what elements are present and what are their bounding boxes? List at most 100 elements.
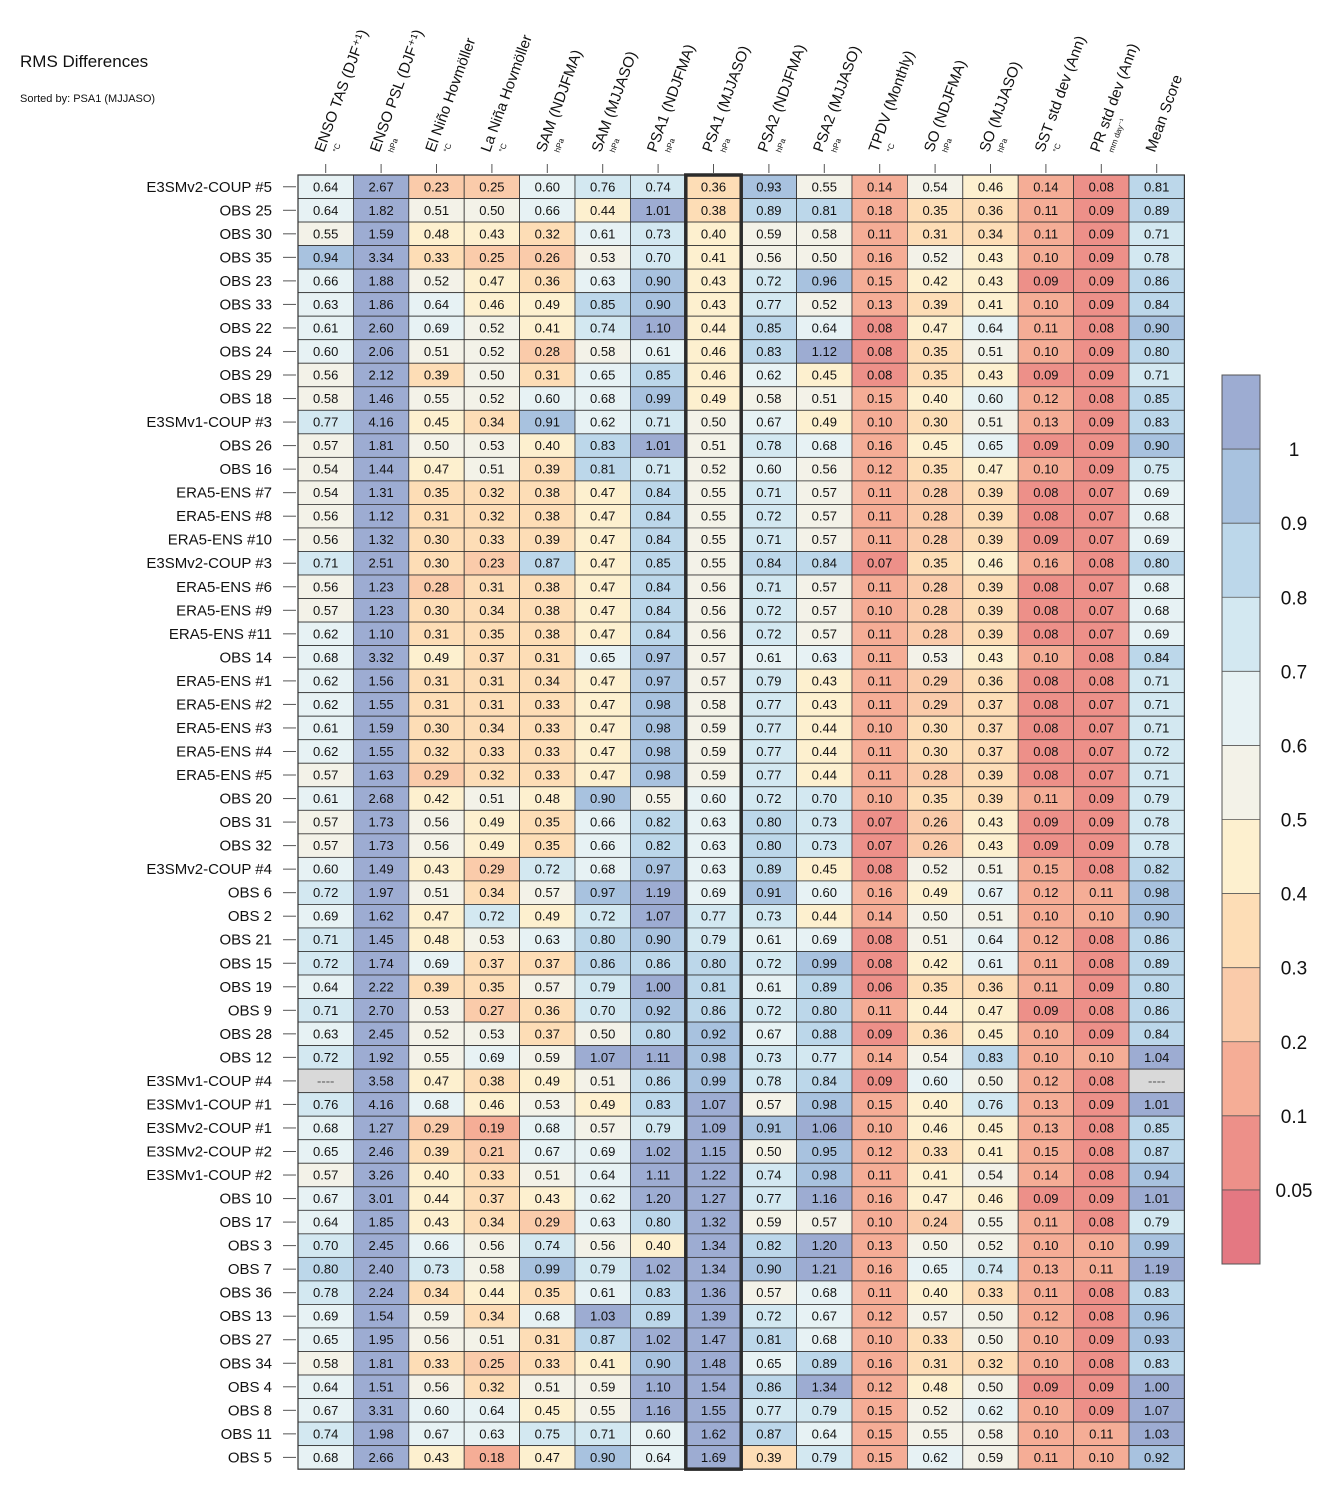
cell-value: 0.57 [313, 1168, 338, 1183]
cell-value: 0.51 [978, 862, 1003, 877]
cell-value: 0.59 [535, 1050, 560, 1065]
cell-value: 0.56 [313, 368, 338, 383]
cell-value: 0.59 [701, 720, 726, 735]
cell-value: 0.50 [922, 909, 947, 924]
colorbar-segment [1222, 375, 1260, 450]
cell-value: 0.40 [424, 1168, 449, 1183]
cell-value: 0.85 [645, 556, 670, 571]
cell-value: 0.35 [922, 556, 947, 571]
cell-value: 0.63 [590, 1215, 615, 1230]
cell-value: 0.33 [922, 1144, 947, 1159]
cell-value: 0.31 [535, 1332, 560, 1347]
cell-value: 0.74 [645, 179, 670, 194]
cell-value: 0.61 [756, 932, 781, 947]
cell-value: 0.30 [922, 744, 947, 759]
cell-value: 0.08 [1033, 744, 1058, 759]
cell-value: 0.39 [978, 532, 1003, 547]
cell-value: 1.01 [1144, 1097, 1169, 1112]
cell-value: 0.35 [535, 815, 560, 830]
column-label: PSA1 (NDJFMA) [644, 42, 699, 154]
cell-value: 0.11 [868, 697, 892, 712]
colorbar-tick-label: 0.1 [1281, 1107, 1307, 1128]
column-unit: °C [442, 142, 454, 154]
cell-value: 1.10 [368, 626, 393, 641]
cell-value: 0.77 [756, 720, 781, 735]
cell-value: 0.54 [313, 485, 338, 500]
cell-value: 0.63 [701, 862, 726, 877]
cell-value: 0.41 [922, 1168, 947, 1183]
cell-value: 2.60 [368, 320, 393, 335]
colorbar-tick-label: 0.4 [1281, 885, 1308, 906]
cell-value: 0.72 [590, 909, 615, 924]
cell-value: 0.99 [701, 1073, 726, 1088]
cell-value: 0.36 [922, 1026, 947, 1041]
cell-value: 0.41 [701, 250, 726, 265]
row-label: OBS 22 [219, 320, 272, 337]
chart-title: RMS Differences [20, 52, 149, 71]
cell-value: 0.50 [479, 203, 504, 218]
cell-value: 0.07 [867, 556, 892, 571]
cell-value: 0.43 [978, 368, 1003, 383]
cell-value: 2.67 [368, 179, 393, 194]
cell-value: 0.47 [590, 673, 615, 688]
cell-value: 0.08 [1089, 1215, 1114, 1230]
cell-value: 0.86 [590, 956, 615, 971]
row-label: ERA5-ENS #2 [176, 696, 272, 713]
cell-value: 0.39 [978, 485, 1003, 500]
cell-value: 0.41 [590, 1356, 615, 1371]
cell-value: 0.13 [867, 297, 892, 312]
cell-value: 0.48 [535, 791, 560, 806]
cell-value: 0.78 [1144, 838, 1169, 853]
cell-value: 0.70 [590, 1003, 615, 1018]
cell-value: 0.72 [313, 885, 338, 900]
cell-value: 0.58 [978, 1426, 1003, 1441]
cell-value: 1.55 [368, 744, 393, 759]
row-label: ERA5-ENS #11 [169, 626, 272, 643]
cell-value: 0.97 [590, 885, 615, 900]
cell-value: 3.31 [368, 1403, 393, 1418]
cell-value: 0.43 [535, 1191, 560, 1206]
cell-value: 0.69 [812, 932, 837, 947]
cell-value: 0.55 [313, 226, 338, 241]
cell-value: 0.09 [1089, 250, 1114, 265]
row-label: ERA5-ENS #4 [176, 743, 272, 760]
cell-value: 0.50 [978, 1332, 1003, 1347]
cell-value: 0.51 [535, 1379, 560, 1394]
cell-value: 1.02 [645, 1262, 670, 1277]
cell-value: 0.51 [922, 932, 947, 947]
cell-value: 0.08 [867, 956, 892, 971]
cell-value: 0.62 [313, 744, 338, 759]
cell-value: 0.14 [867, 909, 892, 924]
cell-value: 0.15 [867, 391, 892, 406]
cell-value: 0.73 [812, 838, 837, 853]
cell-value: 0.09 [1033, 532, 1058, 547]
cell-value: 1.01 [645, 438, 670, 453]
cell-value: 0.71 [1144, 720, 1169, 735]
cell-value: 0.93 [756, 179, 781, 194]
cell-value: 0.65 [313, 1332, 338, 1347]
cell-value: 0.07 [1089, 744, 1114, 759]
cell-value: 0.55 [922, 1426, 947, 1441]
cell-value: 0.99 [1144, 1238, 1169, 1253]
cell-value: 0.34 [535, 673, 560, 688]
cell-value: 0.14 [1033, 1168, 1058, 1183]
cell-value: 1.23 [368, 603, 393, 618]
cell-value: 0.09 [1089, 1026, 1114, 1041]
cell-value: 0.08 [1089, 1309, 1114, 1324]
cell-value: 0.77 [812, 1050, 837, 1065]
cell-value: 0.61 [313, 320, 338, 335]
cell-value: 0.43 [978, 273, 1003, 288]
cell-value: 0.47 [424, 909, 449, 924]
cell-value: 0.60 [535, 391, 560, 406]
cell-value: 0.40 [701, 226, 726, 241]
row-label: OBS 14 [219, 649, 272, 666]
cell-value: 0.31 [479, 579, 504, 594]
column-label: Mean Score [1142, 73, 1186, 155]
cell-value: 0.90 [1144, 438, 1169, 453]
cell-value: 1.59 [368, 226, 393, 241]
cell-value: 0.71 [1144, 368, 1169, 383]
cell-value: 0.23 [479, 556, 504, 571]
cell-value: 0.62 [313, 626, 338, 641]
cell-value: 0.55 [424, 391, 449, 406]
cell-value: 1.86 [368, 297, 393, 312]
